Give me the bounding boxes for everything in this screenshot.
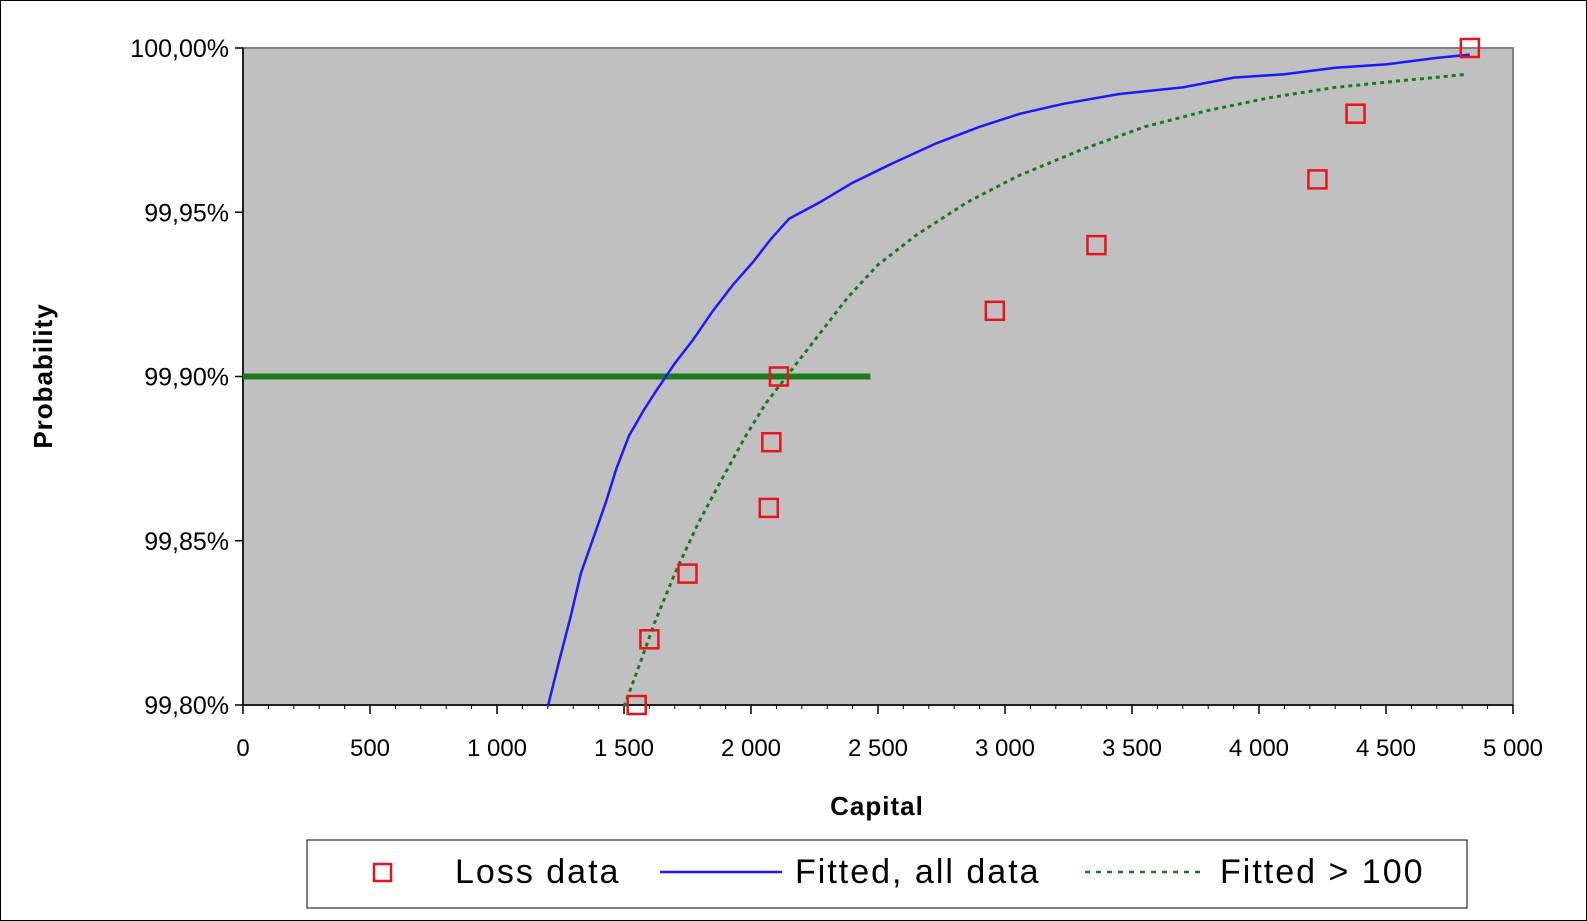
legend-label-fitted-gt-100: Fitted > 100	[1220, 853, 1425, 891]
y-axis-title: Probability	[28, 303, 58, 448]
x-tick-label: 2 500	[848, 735, 908, 762]
y-tick-label: 99,80%	[144, 692, 229, 720]
loss-data-point	[984, 300, 1006, 322]
x-tick-label: 5 000	[1483, 735, 1543, 762]
loss-data-point	[768, 366, 790, 387]
x-tick-label: 500	[350, 735, 390, 762]
y-tick-label: 99,95%	[144, 199, 229, 227]
legend-label-fitted-all: Fitted, all data	[795, 853, 1041, 891]
loss-data-point	[626, 694, 647, 716]
loss-data-point	[1307, 169, 1328, 190]
loss-data-point	[1459, 37, 1481, 59]
loss-data-point	[677, 563, 698, 584]
x-axis: 0 500 1 000 1 500 2 000 2 500 3 000 3 500 4 000 4…	[236, 704, 1543, 762]
y-axis: 99,80% 99,85% 99,90% 99,95% 100,00%	[130, 35, 244, 720]
y-tick-label: 100,00%	[130, 35, 229, 63]
x-tick-label: 3 000	[975, 735, 1035, 762]
series-line-2	[622, 72, 1468, 708]
y-tick-label: 99,85%	[144, 528, 229, 556]
y-tick-label: 99,90%	[144, 364, 229, 392]
x-tick-label: 4 000	[1229, 735, 1289, 762]
loss-data-point	[1086, 234, 1107, 256]
loss-data-point	[1345, 103, 1366, 124]
x-tick-label: 3 500	[1102, 735, 1162, 762]
legend-label-loss-data: Loss data	[455, 853, 620, 891]
loss-data-point	[758, 497, 780, 519]
loss-data-point	[761, 431, 782, 453]
legend-box	[306, 839, 1468, 909]
x-tick-label: 2 000	[721, 735, 781, 762]
x-tick-label: 4 500	[1356, 735, 1416, 762]
series-layer	[243, 37, 1481, 716]
series-line-1	[546, 53, 1470, 707]
x-tick-label: 1 500	[594, 735, 654, 762]
loss-data-point	[639, 629, 660, 650]
x-tick-label: 0	[236, 735, 249, 762]
legend-marker-loss-data	[372, 862, 393, 883]
x-axis-title: Capital	[830, 791, 924, 821]
x-tick-label: 1 000	[467, 735, 527, 762]
legend: Loss data Fitted, all data Fitted > 100	[306, 839, 1468, 909]
